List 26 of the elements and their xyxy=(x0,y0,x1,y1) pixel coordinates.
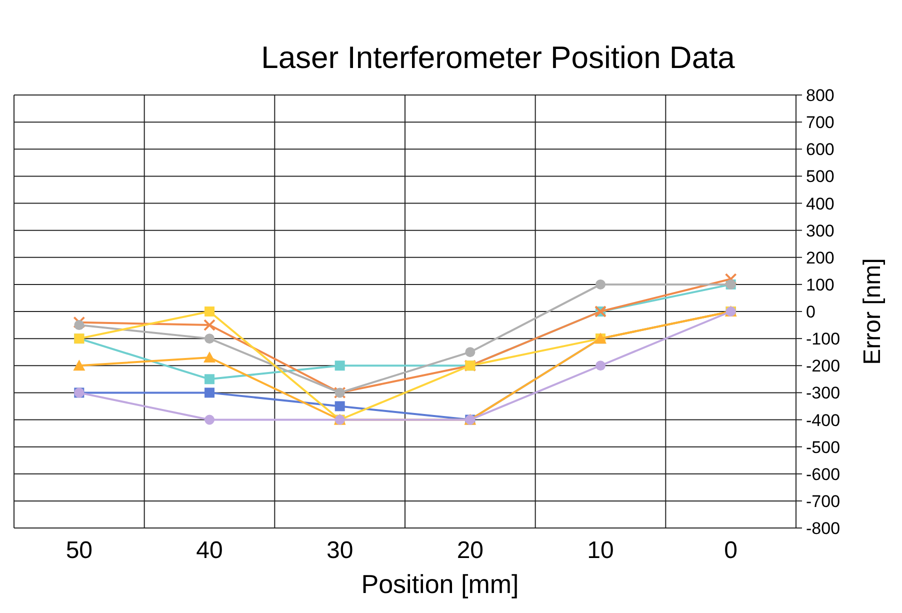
x-tick-label: 50 xyxy=(66,537,93,564)
y-tick-label: -400 xyxy=(806,410,840,430)
x-tick-label: 30 xyxy=(326,537,354,564)
x-tick-label: 20 xyxy=(456,537,484,564)
y-tick-label: 300 xyxy=(806,221,834,240)
y-tick-label: 200 xyxy=(806,248,834,268)
x-tick-label: 40 xyxy=(196,537,223,564)
y-tick-label: 100 xyxy=(806,275,834,294)
y-tick-label: 700 xyxy=(806,113,834,132)
y-tick-label: 800 xyxy=(806,86,834,105)
x-axis-title: Position [mm] xyxy=(361,569,519,599)
y-tick-label: -600 xyxy=(806,464,840,484)
y-tick-label: -100 xyxy=(806,330,840,349)
chart-title: Laser Interferometer Position Data xyxy=(261,40,736,75)
y-tick-label: -300 xyxy=(806,384,840,403)
y-tick-label: 0 xyxy=(806,302,816,322)
x-tick-label: 10 xyxy=(587,537,614,564)
y-tick-label: -800 xyxy=(806,519,840,538)
y-tick-label: 400 xyxy=(806,194,834,214)
x-tick-label: 0 xyxy=(724,537,738,564)
y-axis-title: Error [nm] xyxy=(859,258,886,365)
y-tick-label: -700 xyxy=(806,492,840,511)
y-tick-label: -200 xyxy=(806,356,840,376)
y-tick-label: 500 xyxy=(806,167,834,186)
y-tick-label: 600 xyxy=(806,140,834,160)
y-tick-label: -500 xyxy=(806,438,840,457)
